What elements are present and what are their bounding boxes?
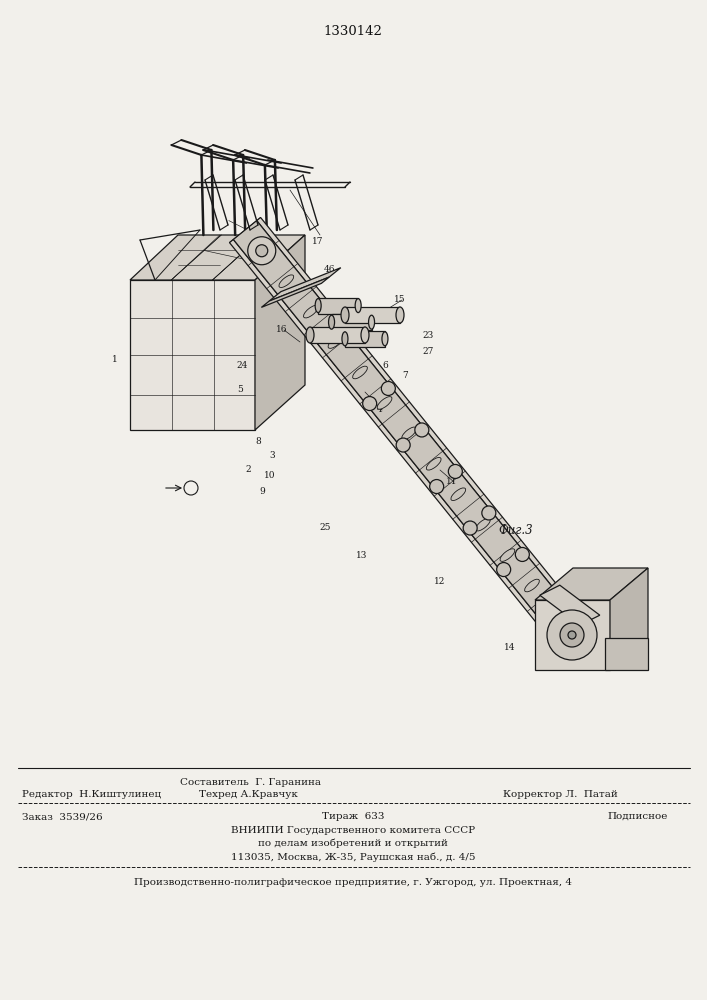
Text: 113035, Москва, Ж-35, Раушская наб., д. 4/5: 113035, Москва, Ж-35, Раушская наб., д. … [230, 852, 475, 861]
Text: Редактор  Н.Киштулинец: Редактор Н.Киштулинец [22, 790, 161, 799]
Polygon shape [130, 280, 255, 430]
Ellipse shape [368, 315, 375, 329]
Text: 5: 5 [237, 385, 243, 394]
Text: 27: 27 [422, 348, 433, 357]
Circle shape [381, 381, 395, 395]
Ellipse shape [500, 549, 515, 561]
Text: 46: 46 [325, 265, 336, 274]
Circle shape [256, 245, 268, 257]
Ellipse shape [396, 307, 404, 323]
Text: Заказ  3539/26: Заказ 3539/26 [22, 812, 103, 821]
Ellipse shape [279, 275, 293, 287]
Text: 7: 7 [402, 370, 408, 379]
Polygon shape [269, 268, 341, 301]
Text: 23: 23 [422, 330, 433, 340]
Ellipse shape [355, 299, 361, 313]
Circle shape [448, 464, 462, 478]
Circle shape [363, 397, 377, 411]
Circle shape [560, 623, 584, 647]
Text: 12: 12 [434, 578, 445, 586]
Text: 25: 25 [320, 524, 331, 532]
Polygon shape [535, 600, 610, 670]
Text: 14: 14 [504, 644, 515, 652]
Text: 1330142: 1330142 [324, 25, 382, 38]
Text: Подписное: Подписное [607, 812, 668, 821]
Text: Фиг.3: Фиг.3 [498, 524, 532, 536]
Ellipse shape [315, 299, 321, 313]
Ellipse shape [378, 397, 392, 409]
Ellipse shape [342, 332, 348, 346]
Text: 1: 1 [112, 356, 118, 364]
Text: 8: 8 [255, 438, 261, 446]
Polygon shape [332, 314, 372, 330]
Polygon shape [345, 307, 400, 323]
Circle shape [547, 610, 597, 660]
Text: ВНИИПИ Государственного комитета СССР: ВНИИПИ Государственного комитета СССР [231, 826, 475, 835]
Text: Корректор Л.  Патай: Корректор Л. Патай [503, 790, 617, 799]
Polygon shape [257, 217, 595, 636]
Circle shape [247, 237, 276, 265]
Polygon shape [233, 221, 592, 654]
Ellipse shape [426, 457, 441, 470]
Text: 24: 24 [236, 360, 247, 369]
Text: 6: 6 [382, 360, 388, 369]
Polygon shape [255, 235, 305, 430]
Ellipse shape [361, 327, 369, 343]
Ellipse shape [255, 244, 269, 257]
Circle shape [496, 563, 510, 577]
Text: 9: 9 [259, 488, 265, 496]
Polygon shape [535, 568, 648, 600]
Text: 11: 11 [446, 478, 457, 487]
Polygon shape [130, 235, 305, 280]
Text: Тираж  633: Тираж 633 [322, 812, 384, 821]
Ellipse shape [525, 579, 539, 592]
Polygon shape [318, 298, 358, 314]
Ellipse shape [303, 305, 318, 318]
Circle shape [515, 547, 530, 561]
Circle shape [415, 423, 429, 437]
Polygon shape [610, 568, 648, 670]
Circle shape [568, 631, 576, 639]
Ellipse shape [402, 427, 416, 440]
Text: 13: 13 [356, 550, 368, 560]
Circle shape [463, 521, 477, 535]
Ellipse shape [451, 488, 466, 501]
Ellipse shape [353, 366, 368, 379]
Text: Производственно-полиграфическое предприятие, г. Ужгород, ул. Проектная, 4: Производственно-полиграфическое предприя… [134, 878, 572, 887]
Text: 15: 15 [395, 296, 406, 304]
Text: 3: 3 [269, 450, 275, 460]
Ellipse shape [476, 518, 490, 531]
Polygon shape [230, 239, 568, 658]
Polygon shape [605, 638, 648, 670]
Text: 17: 17 [312, 237, 324, 246]
Ellipse shape [382, 332, 388, 346]
Circle shape [184, 481, 198, 495]
Circle shape [430, 480, 444, 494]
Ellipse shape [328, 336, 343, 348]
Polygon shape [310, 327, 365, 343]
Polygon shape [345, 331, 385, 347]
Circle shape [482, 506, 496, 520]
Text: 20: 20 [549, 595, 561, 604]
Text: Составитель  Г. Гаранина: Составитель Г. Гаранина [180, 778, 320, 787]
Polygon shape [262, 277, 329, 307]
Ellipse shape [306, 327, 314, 343]
Text: 10: 10 [264, 472, 276, 481]
Ellipse shape [329, 315, 334, 329]
Text: 16: 16 [276, 326, 288, 334]
Text: по делам изобретений и открытий: по делам изобретений и открытий [258, 839, 448, 848]
Circle shape [396, 438, 410, 452]
Text: 4: 4 [377, 406, 383, 414]
Text: 2: 2 [245, 466, 251, 475]
Polygon shape [540, 585, 600, 625]
Ellipse shape [341, 307, 349, 323]
Text: Техред А.Кравчук: Техред А.Кравчук [199, 790, 298, 799]
